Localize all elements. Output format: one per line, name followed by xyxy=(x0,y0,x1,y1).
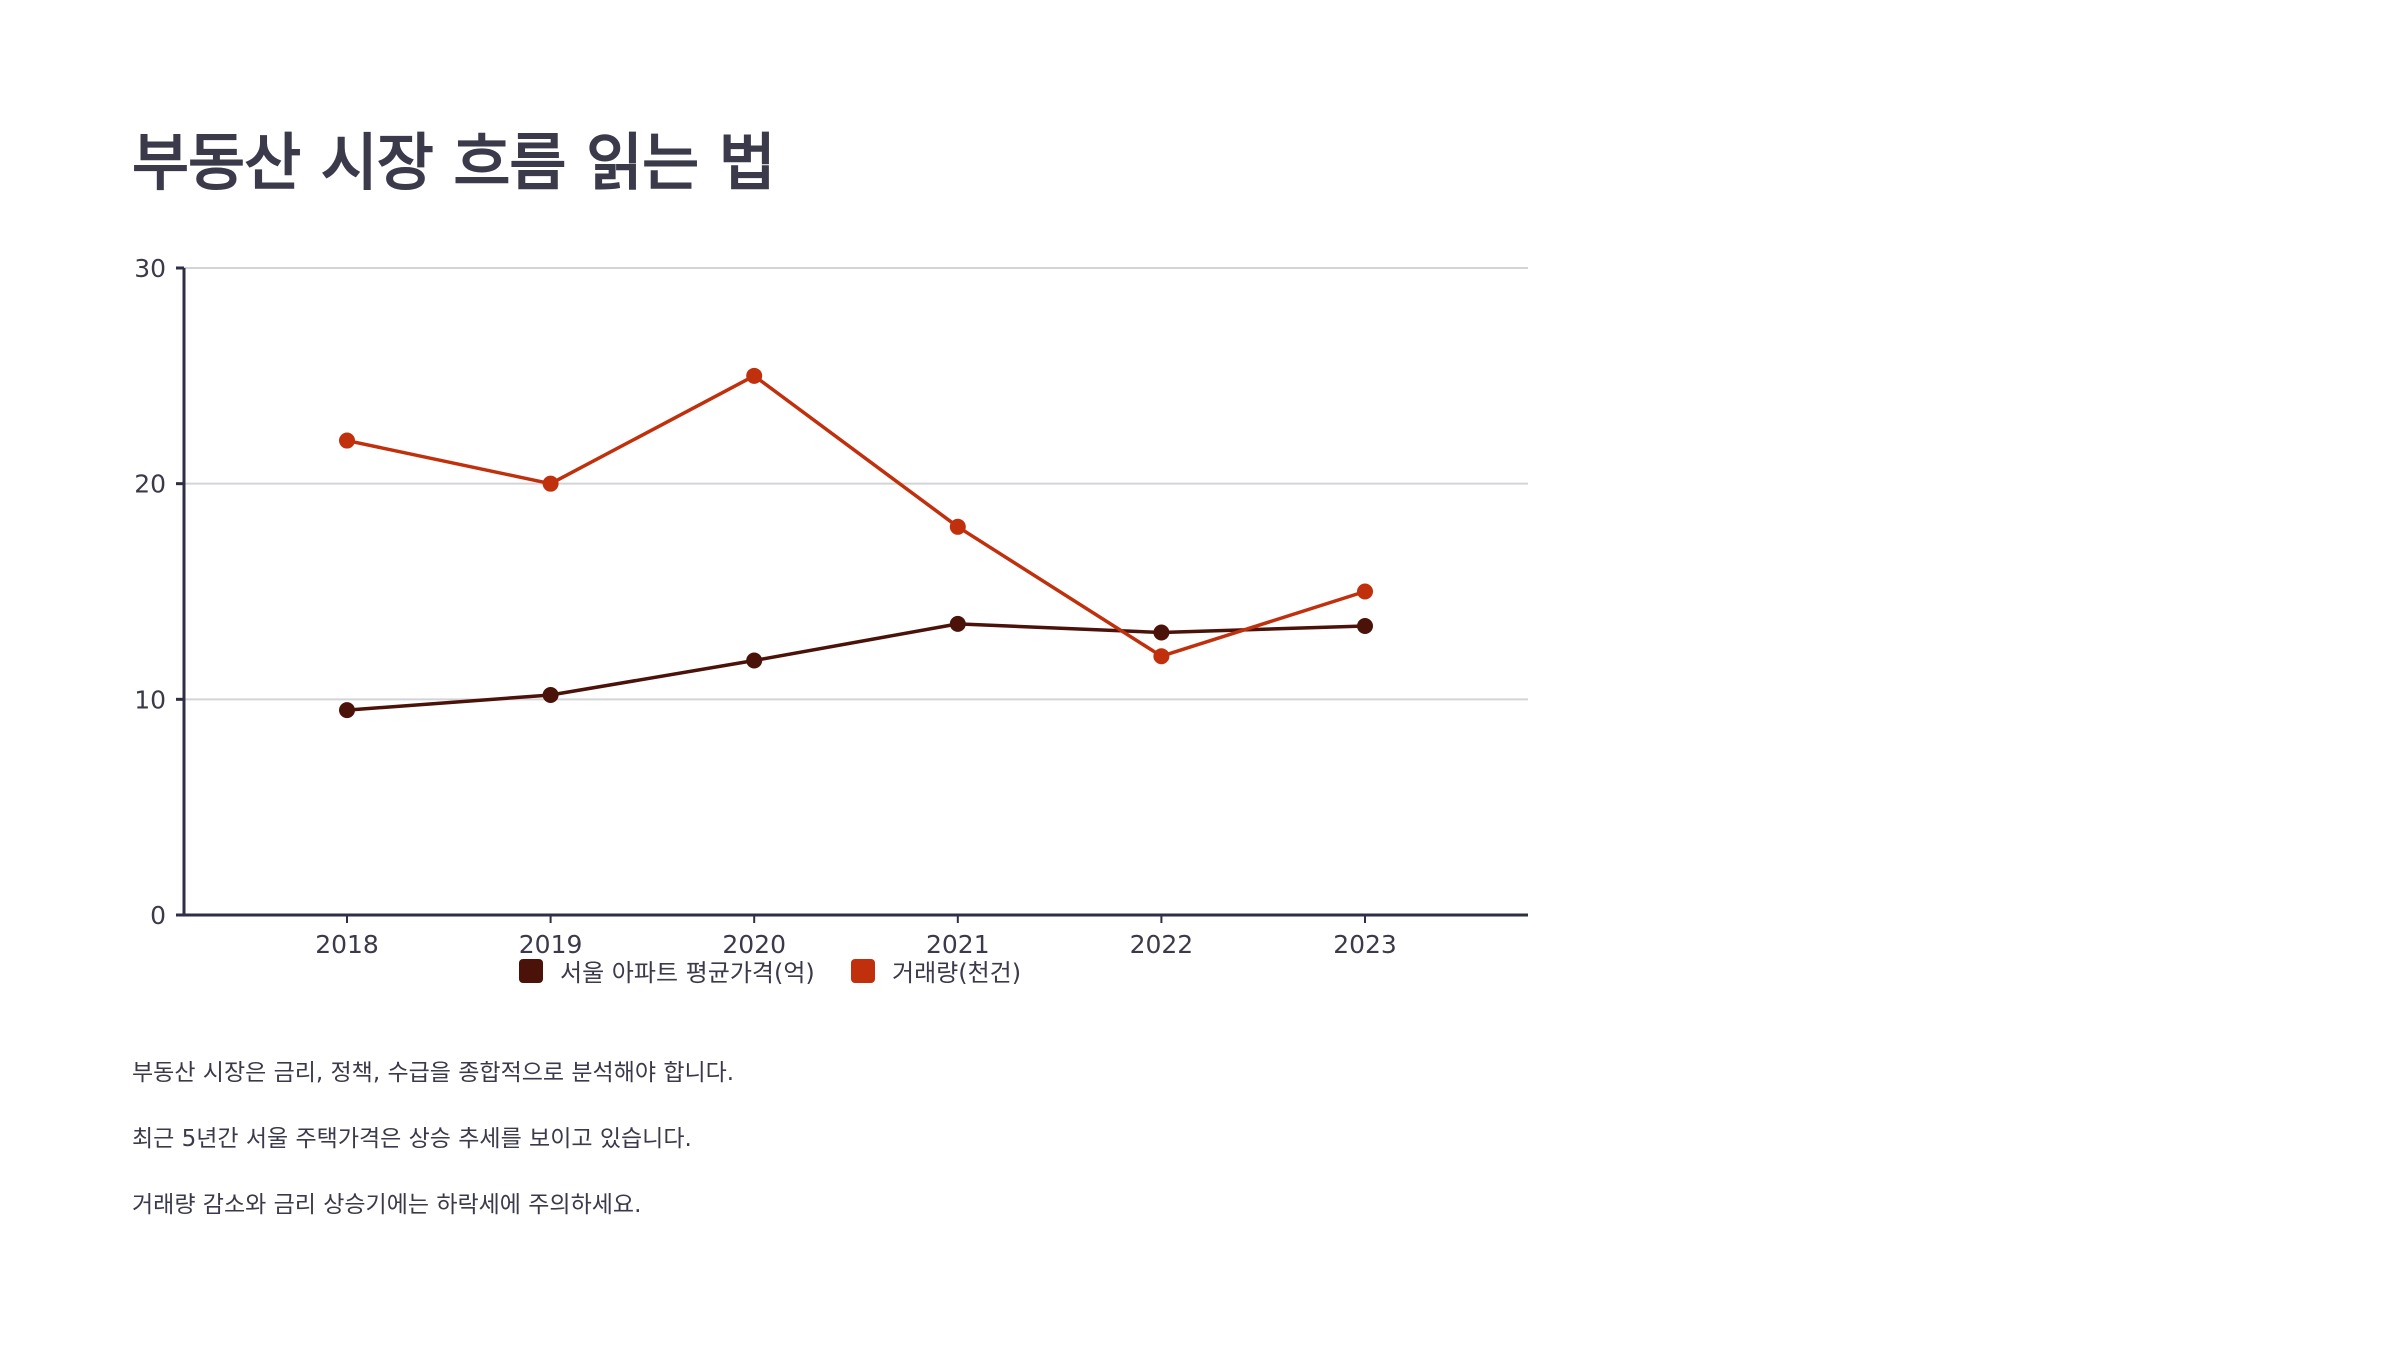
data-point xyxy=(1357,618,1373,635)
page-title: 부동산 시장 흐름 읽는 법 xyxy=(132,126,776,199)
y-tick-label: 20 xyxy=(134,470,166,499)
data-point xyxy=(1153,624,1170,641)
x-tick-label: 2020 xyxy=(722,930,786,959)
data-point xyxy=(339,432,355,449)
legend-swatch xyxy=(851,959,875,983)
note-line: 거래량 감소와 금리 상승기에는 하락세에 주의하세요. xyxy=(132,1192,642,1218)
data-point xyxy=(1357,583,1373,600)
data-point xyxy=(746,367,763,384)
data-point xyxy=(542,687,559,704)
x-tick-label: 2018 xyxy=(315,930,379,959)
series-line xyxy=(346,374,1366,658)
data-point xyxy=(949,615,966,632)
series-line xyxy=(346,622,1366,712)
notes-list: 부동산 시장은 금리, 정책, 수급을 종합적으로 분석해야 합니다. 최근 5… xyxy=(132,1062,1532,1260)
legend-label: 거래량(천건) xyxy=(892,959,1021,987)
data-point xyxy=(1153,648,1170,665)
x-tick-label: 2022 xyxy=(1130,930,1194,959)
legend-label: 서울 아파트 평균가격(억) xyxy=(560,959,815,987)
y-tick-label: 10 xyxy=(134,685,166,714)
y-tick-label: 0 xyxy=(150,901,166,930)
data-point xyxy=(542,475,559,492)
x-tick-label: 2021 xyxy=(926,930,990,959)
data-point xyxy=(339,702,355,719)
series-layer xyxy=(339,367,1373,719)
data-point xyxy=(949,518,966,535)
note-line: 최근 5년간 서울 주택가격은 상승 추세를 보이고 있습니다. xyxy=(132,1126,692,1152)
grid-layer xyxy=(184,267,1528,701)
data-point xyxy=(746,652,763,669)
note-line: 부동산 시장은 금리, 정책, 수급을 종합적으로 분석해야 합니다. xyxy=(132,1060,735,1086)
axis-layer: 0 10 20 30 2018 2019 2020 2021 2022 2023 xyxy=(134,254,1528,959)
legend-swatch xyxy=(519,959,543,983)
x-tick-label: 2019 xyxy=(519,930,583,959)
y-tick-label: 30 xyxy=(134,254,166,283)
x-tick-label: 2023 xyxy=(1333,930,1397,959)
legend-layer: 서울 아파트 평균가격(억) 거래량(천건) xyxy=(519,959,1021,987)
